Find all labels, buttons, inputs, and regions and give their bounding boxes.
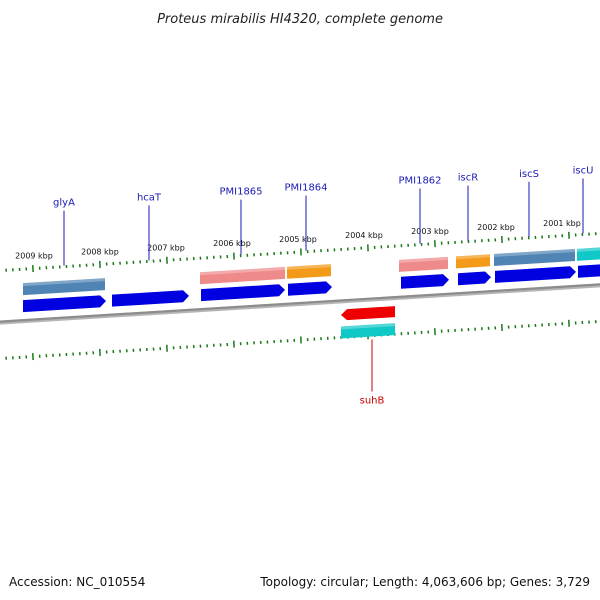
cds-arrow[interactable] <box>201 284 285 302</box>
gene-block[interactable] <box>577 247 600 261</box>
cds-arrow[interactable] <box>495 266 576 283</box>
gene-block[interactable] <box>399 256 448 272</box>
kbp-label: 2001 kbp <box>543 219 581 228</box>
map-layer: 2009 kbp 2008 kbp 2007 kbp 2006 kbp 2005 kbp… <box>0 165 600 407</box>
gene-label[interactable]: glyA <box>53 198 75 209</box>
kbp-label: 2004 kbp <box>345 231 383 240</box>
gene-block-highlight <box>23 278 105 287</box>
kbp-label: 2005 kbp <box>279 235 317 244</box>
cds-arrow[interactable] <box>112 290 189 307</box>
gene-block-highlight <box>287 264 331 270</box>
cds-arrow[interactable] <box>578 264 600 278</box>
genome-summary-text: Topology: circular; Length: 4,063,606 bp… <box>259 575 590 589</box>
gene-label[interactable]: iscU <box>573 165 594 176</box>
gene-block[interactable] <box>23 278 105 296</box>
kbp-label: 2003 kbp <box>411 227 449 236</box>
cds-arrow[interactable] <box>23 295 106 313</box>
reverse-gene-block[interactable] <box>341 323 395 339</box>
gene-block-highlight <box>399 256 448 263</box>
reverse-gene-block-highlight <box>341 323 395 330</box>
gene-label[interactable]: hcaT <box>137 192 162 203</box>
gene-label[interactable]: iscS <box>519 169 539 180</box>
cds-arrow[interactable] <box>458 271 491 286</box>
kbp-label: 2006 kbp <box>213 239 251 248</box>
gene-block[interactable] <box>200 266 285 285</box>
accession-text: Accession: NC_010554 <box>9 575 145 589</box>
gene-block-highlight <box>200 266 285 276</box>
kbp-label: 2008 kbp <box>81 247 119 256</box>
gene-label[interactable]: PMI1864 <box>284 183 327 194</box>
gene-label[interactable]: iscR <box>458 173 478 184</box>
gene-block[interactable] <box>494 248 575 266</box>
gene-block-highlight <box>456 254 490 260</box>
kbp-label: 2007 kbp <box>147 243 185 252</box>
kbp-label: 2009 kbp <box>15 251 53 260</box>
reverse-cds-arrow[interactable] <box>341 306 395 321</box>
backbone-line <box>0 283 600 323</box>
gene-block[interactable] <box>456 254 490 269</box>
gene-block-highlight <box>494 248 575 257</box>
gene-label[interactable]: PMI1862 <box>398 176 441 187</box>
gene-block-highlight <box>577 247 600 252</box>
reverse-gene-label[interactable]: suhB <box>360 396 385 407</box>
gene-block[interactable] <box>287 264 331 279</box>
map-title: Proteus mirabilis HI4320, complete genom… <box>157 12 443 27</box>
gene-label[interactable]: PMI1865 <box>219 187 262 198</box>
cds-arrow[interactable] <box>401 274 449 289</box>
kbp-label: 2002 kbp <box>477 223 515 232</box>
cds-arrow[interactable] <box>288 281 332 296</box>
